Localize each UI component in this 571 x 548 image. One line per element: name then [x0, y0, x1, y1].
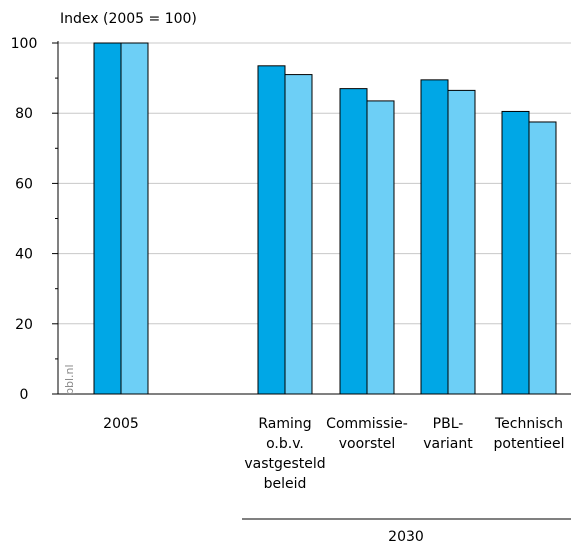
bar — [447, 89, 476, 395]
bar — [93, 42, 122, 395]
bar — [501, 110, 530, 395]
category-label: vastgesteld — [244, 456, 325, 472]
category-label: Technisch — [494, 416, 563, 432]
bars — [93, 42, 557, 395]
watermark: pbl.nl — [63, 364, 76, 395]
bar — [366, 100, 395, 395]
category-label: potentieel — [494, 436, 565, 452]
y-axis-label: Index (2005 = 100) — [60, 11, 197, 27]
category-label: Raming — [258, 416, 311, 432]
category-label: o.b.v. — [266, 436, 304, 452]
category-label: PBL- — [433, 416, 464, 432]
category-label: voorstel — [339, 436, 395, 452]
y-axis: 0 20 40 60 80 100 — [11, 36, 59, 403]
y-tick-label: 60 — [15, 176, 33, 192]
y-tick-label: 100 — [11, 36, 38, 52]
category-label: Commissie- — [326, 416, 408, 432]
y-tick-label: 20 — [15, 317, 33, 333]
category-label: variant — [423, 436, 473, 452]
bar — [528, 121, 557, 395]
category-label: 2005 — [103, 416, 139, 432]
bar — [120, 42, 149, 395]
bar — [420, 79, 449, 395]
category-labels: 2005 Raming o.b.v. vastgesteld beleid Commiss… — [103, 416, 564, 492]
bar — [339, 88, 368, 395]
group-label-2030: 2030 — [388, 529, 424, 545]
y-tick-label: 40 — [15, 247, 33, 263]
y-tick-label: 0 — [20, 387, 29, 403]
y-tick-label: 80 — [15, 106, 33, 122]
category-label: beleid — [264, 476, 307, 492]
bar — [284, 74, 313, 395]
bar — [257, 65, 286, 395]
